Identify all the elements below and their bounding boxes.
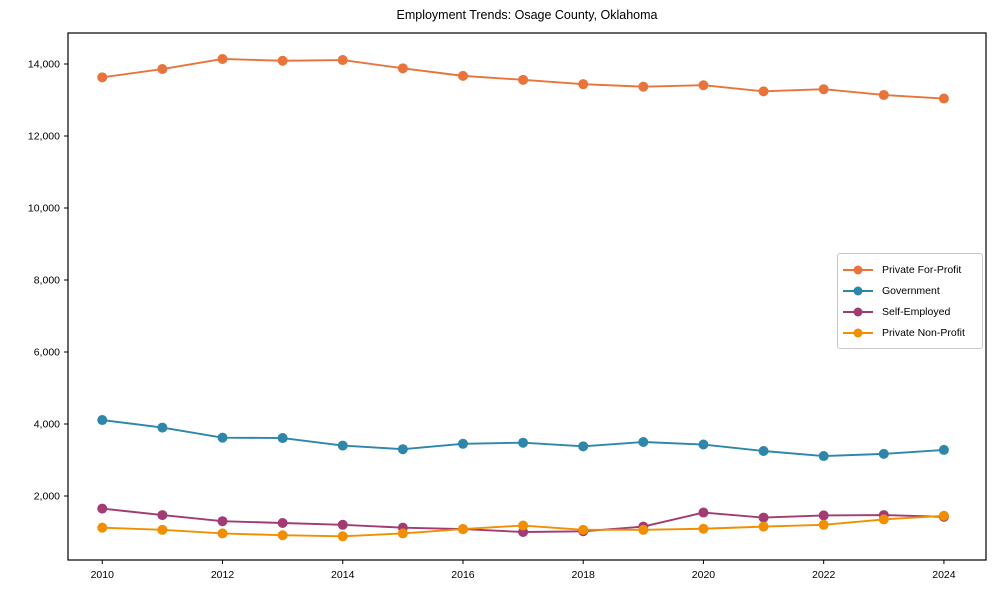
legend-label-private-for-profit: Private For-Profit — [882, 263, 962, 276]
data-point-private-for-profit — [638, 81, 649, 92]
data-point-private-non-profit — [578, 524, 589, 535]
legend: Private For-Profit Government Self-Employe… — [837, 253, 983, 349]
data-point-self-employed — [337, 519, 348, 530]
data-point-government — [277, 433, 288, 444]
x-axis-tick-label: 2020 — [692, 569, 716, 581]
data-point-government — [518, 437, 529, 448]
y-axis-tick-label: 12,000 — [28, 131, 60, 143]
data-point-private-for-profit — [217, 53, 228, 64]
data-point-private-non-profit — [698, 523, 709, 534]
data-point-private-for-profit — [97, 72, 108, 83]
data-point-government — [878, 448, 889, 459]
plot-border — [67, 32, 987, 561]
data-point-private-for-profit — [397, 63, 408, 74]
y-axis-tick-label: 14,000 — [28, 59, 60, 71]
data-point-private-non-profit — [277, 530, 288, 541]
data-point-private-non-profit — [217, 528, 228, 539]
data-point-government — [337, 440, 348, 451]
data-point-private-non-profit — [518, 520, 529, 531]
data-point-government — [457, 438, 468, 449]
legend-label-government: Government — [882, 284, 940, 297]
data-point-government — [938, 444, 949, 455]
data-point-private-for-profit — [157, 64, 168, 75]
data-point-self-employed — [217, 516, 228, 527]
x-axis-tick-label: 2018 — [572, 569, 596, 581]
data-point-government — [638, 436, 649, 447]
legend-line-sample-government — [843, 286, 873, 295]
data-point-private-non-profit — [758, 521, 769, 532]
x-axis-tick-label: 2016 — [451, 569, 475, 581]
data-point-private-non-profit — [878, 514, 889, 525]
y-axis-tick-label: 2,000 — [34, 491, 60, 503]
x-axis-tick-label: 2014 — [331, 569, 355, 581]
y-axis-tick-label: 4,000 — [34, 419, 60, 431]
data-point-private-for-profit — [758, 86, 769, 97]
x-axis-tick-label: 2022 — [812, 569, 836, 581]
data-point-private-for-profit — [878, 89, 889, 100]
legend-entry-private-non-profit: Private Non-Profit — [842, 322, 976, 343]
data-point-private-for-profit — [938, 93, 949, 104]
data-point-self-employed — [277, 517, 288, 528]
legend-entry-self-employed: Self-Employed — [842, 301, 976, 322]
legend-label-self-employed: Self-Employed — [882, 305, 951, 318]
data-point-private-for-profit — [277, 55, 288, 66]
y-axis-tick-label: 8,000 — [34, 275, 60, 287]
data-point-self-employed — [97, 503, 108, 514]
data-point-private-non-profit — [337, 531, 348, 542]
data-point-government — [157, 422, 168, 433]
legend-label-private-non-profit: Private Non-Profit — [882, 326, 965, 339]
legend-line-sample-private-non-profit — [843, 328, 873, 337]
data-point-government — [217, 432, 228, 443]
data-point-private-non-profit — [938, 510, 949, 521]
x-axis-tick-label: 2012 — [211, 569, 235, 581]
data-point-private-for-profit — [337, 55, 348, 66]
data-point-self-employed — [698, 507, 709, 518]
chart-title: Employment Trends: Osage County, Oklahom… — [396, 8, 658, 22]
data-point-private-for-profit — [818, 84, 829, 95]
data-point-self-employed — [818, 510, 829, 521]
data-point-private-for-profit — [578, 79, 589, 90]
data-point-government — [818, 451, 829, 462]
data-point-government — [578, 441, 589, 452]
legend-line-sample-private-for-profit — [843, 265, 873, 274]
data-point-private-non-profit — [97, 522, 108, 533]
legend-line-sample-self-employed — [843, 307, 873, 316]
data-point-government — [397, 444, 408, 455]
y-axis-tick-label: 6,000 — [34, 347, 60, 359]
x-axis-tick-label: 2010 — [91, 569, 115, 581]
data-point-self-employed — [157, 510, 168, 521]
data-point-private-for-profit — [698, 80, 709, 91]
data-point-government — [758, 445, 769, 456]
y-axis-tick-label: 10,000 — [28, 203, 60, 215]
data-point-private-for-profit — [518, 74, 529, 85]
legend-entry-government: Government — [842, 280, 976, 301]
legend-entry-private-for-profit: Private For-Profit — [842, 259, 976, 280]
data-point-private-non-profit — [457, 524, 468, 535]
data-point-private-non-profit — [818, 519, 829, 530]
data-point-private-non-profit — [157, 524, 168, 535]
data-point-private-for-profit — [457, 70, 468, 81]
data-point-government — [698, 439, 709, 450]
data-point-private-non-profit — [397, 528, 408, 539]
data-point-self-employed — [758, 512, 769, 523]
x-axis-tick-label: 2024 — [932, 569, 956, 581]
data-point-government — [97, 415, 108, 426]
data-point-private-non-profit — [638, 524, 649, 535]
